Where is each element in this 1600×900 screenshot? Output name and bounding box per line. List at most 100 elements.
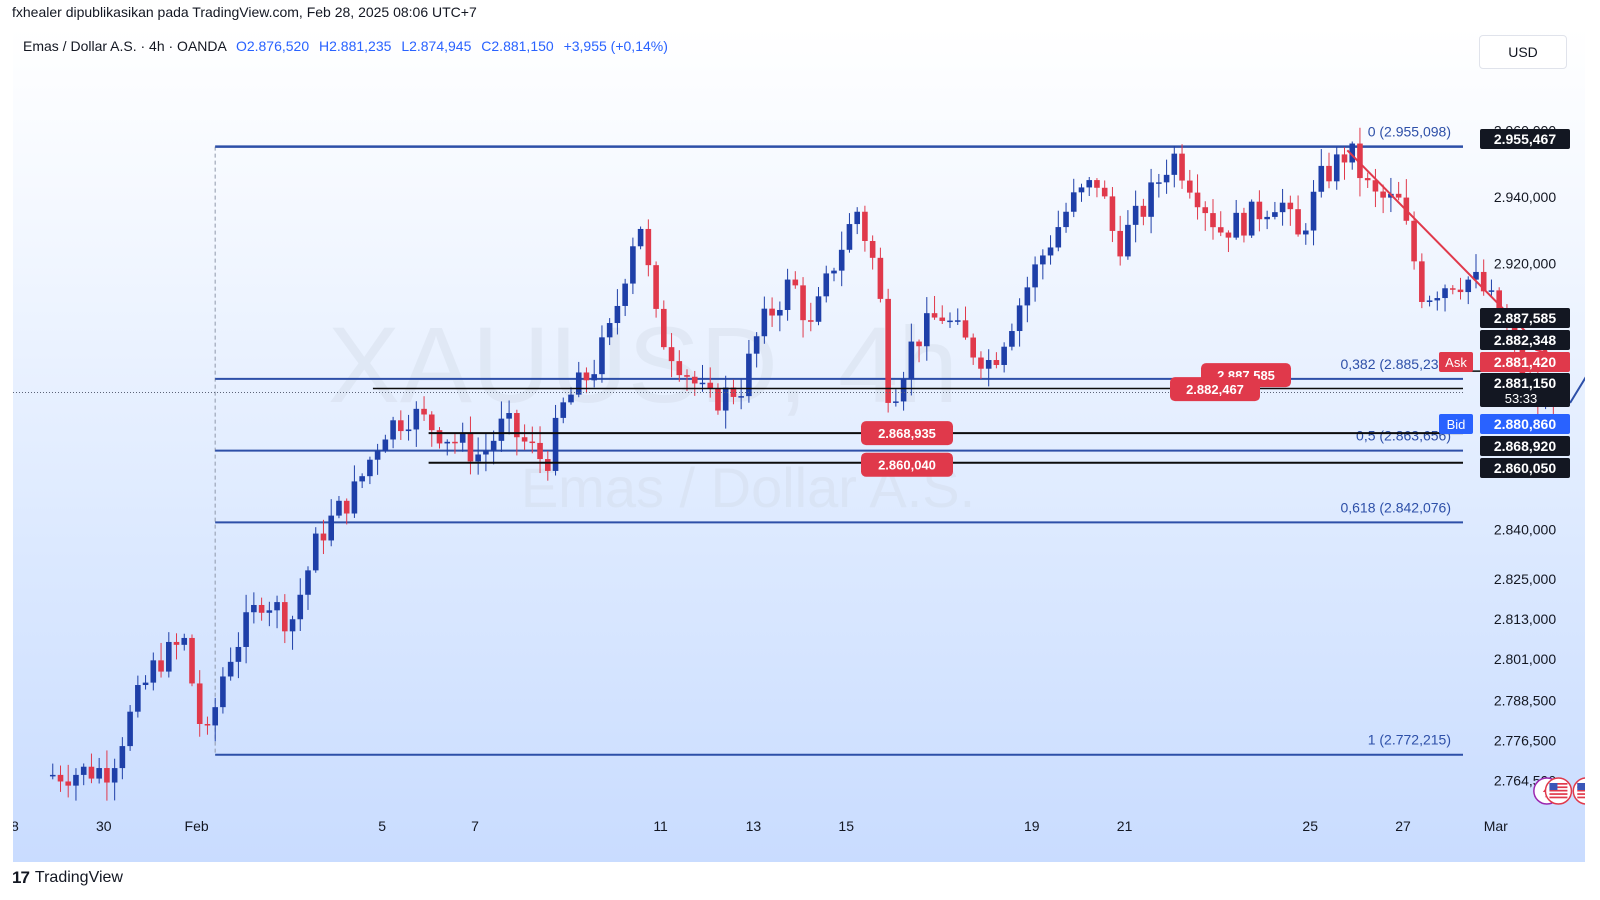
price-badge-bg — [1480, 352, 1570, 372]
candle — [1148, 168, 1154, 234]
us-flag-icon[interactable] — [1544, 777, 1573, 805]
candle-body — [452, 441, 458, 444]
candle — [498, 401, 505, 452]
candle-body — [127, 711, 133, 747]
price-badge-bg — [1480, 129, 1570, 149]
candle-body — [985, 360, 992, 369]
candle — [1426, 295, 1433, 307]
candle-body — [351, 481, 358, 514]
price-badge: 2.955,467 — [1480, 129, 1570, 149]
candle — [189, 634, 195, 687]
candle — [305, 566, 311, 610]
flag-stripe — [1549, 786, 1568, 789]
candle-body — [320, 533, 327, 541]
level-label-1-text: 2.868,935 — [878, 426, 936, 441]
candle — [127, 705, 133, 751]
candle-body — [738, 396, 744, 398]
candle — [1326, 152, 1332, 189]
candle-body — [398, 420, 404, 432]
candle-body — [885, 298, 891, 403]
candle — [1109, 187, 1116, 243]
candle — [235, 632, 242, 679]
candle-body — [521, 437, 528, 442]
candle — [954, 308, 961, 325]
candle-body — [993, 360, 1000, 365]
candle — [1210, 199, 1216, 240]
candle — [823, 265, 830, 303]
candle-body — [800, 285, 806, 321]
candle-body — [428, 414, 435, 431]
tradingview-logo-icon[interactable]: 17 — [12, 868, 30, 887]
candle-body — [111, 768, 118, 783]
price-badge: 2.868,920 — [1480, 436, 1570, 456]
candle — [545, 450, 551, 481]
tradingview-brand[interactable]: TradingView — [34, 869, 123, 886]
flag-canton — [1549, 783, 1558, 790]
candle-body — [1163, 174, 1170, 183]
level-label-2-text: 2.860,040 — [878, 458, 936, 473]
candle — [1341, 147, 1348, 180]
price-tag-bg — [1439, 352, 1473, 372]
price-badge-bg — [1480, 458, 1570, 478]
flag-stripe — [1549, 793, 1568, 795]
candle-body — [807, 320, 814, 322]
candle-body — [1295, 209, 1301, 235]
candle-body — [1434, 298, 1441, 301]
fib-label-1: 1 (2.772,215) — [1368, 732, 1451, 748]
us-flag-icon[interactable] — [1572, 777, 1585, 805]
candle-body — [854, 211, 860, 225]
candle — [769, 297, 775, 327]
candle-body — [1241, 212, 1247, 236]
candle-body — [1132, 205, 1139, 225]
candle — [173, 633, 180, 660]
candle — [1078, 183, 1085, 202]
candle-body — [1179, 153, 1185, 181]
candle — [738, 378, 744, 410]
fib-label-0.382: 0,382 (2.885,237) — [1340, 356, 1451, 372]
x-tick-label: 11 — [653, 818, 668, 834]
candle — [1016, 298, 1023, 347]
chart-frame[interactable]: XAUUSD, 4h Emas / Dollar A.S. 0 (2.955,09… — [13, 27, 1585, 862]
change-value: +3,955 (+0,14%) — [563, 38, 668, 54]
candle — [552, 404, 559, 476]
candle — [343, 498, 350, 525]
candle-body — [939, 317, 946, 321]
candle-body — [251, 604, 257, 613]
candle — [1395, 181, 1402, 201]
price-badge-bg — [1480, 373, 1570, 407]
candle — [166, 632, 172, 678]
candle — [1272, 201, 1278, 220]
candle — [854, 207, 860, 235]
candle — [1434, 291, 1441, 311]
flag-stripe — [1549, 796, 1568, 799]
candle-body — [1086, 180, 1093, 188]
candle-body — [1202, 207, 1209, 214]
candle — [1411, 211, 1417, 270]
candle — [413, 401, 420, 447]
price-badge-bg — [1480, 308, 1570, 328]
candle-body — [877, 257, 884, 299]
candle-body — [1426, 300, 1433, 302]
candle-body — [545, 459, 551, 471]
candle-body — [1217, 227, 1224, 233]
candle — [1442, 284, 1448, 312]
candle-body — [753, 336, 760, 354]
flag-stripe — [1549, 783, 1568, 785]
candle — [1132, 190, 1139, 243]
candle-body — [166, 641, 172, 672]
candle — [622, 278, 628, 317]
candle — [459, 422, 466, 452]
symbol-label[interactable]: Emas / Dollar A.S. · 4h · OANDA — [23, 38, 227, 54]
candle — [1225, 230, 1232, 253]
y-tick-label: 2.813,000 — [1494, 611, 1556, 627]
candle-body — [73, 774, 79, 786]
currency-button[interactable]: USD — [1479, 35, 1567, 69]
candle-body — [970, 337, 976, 358]
candle — [1248, 199, 1255, 238]
candle — [676, 350, 683, 382]
y-tick-label: 2.776,500 — [1494, 732, 1556, 748]
candle — [251, 592, 257, 624]
candle — [1287, 195, 1294, 226]
candle — [135, 675, 141, 718]
